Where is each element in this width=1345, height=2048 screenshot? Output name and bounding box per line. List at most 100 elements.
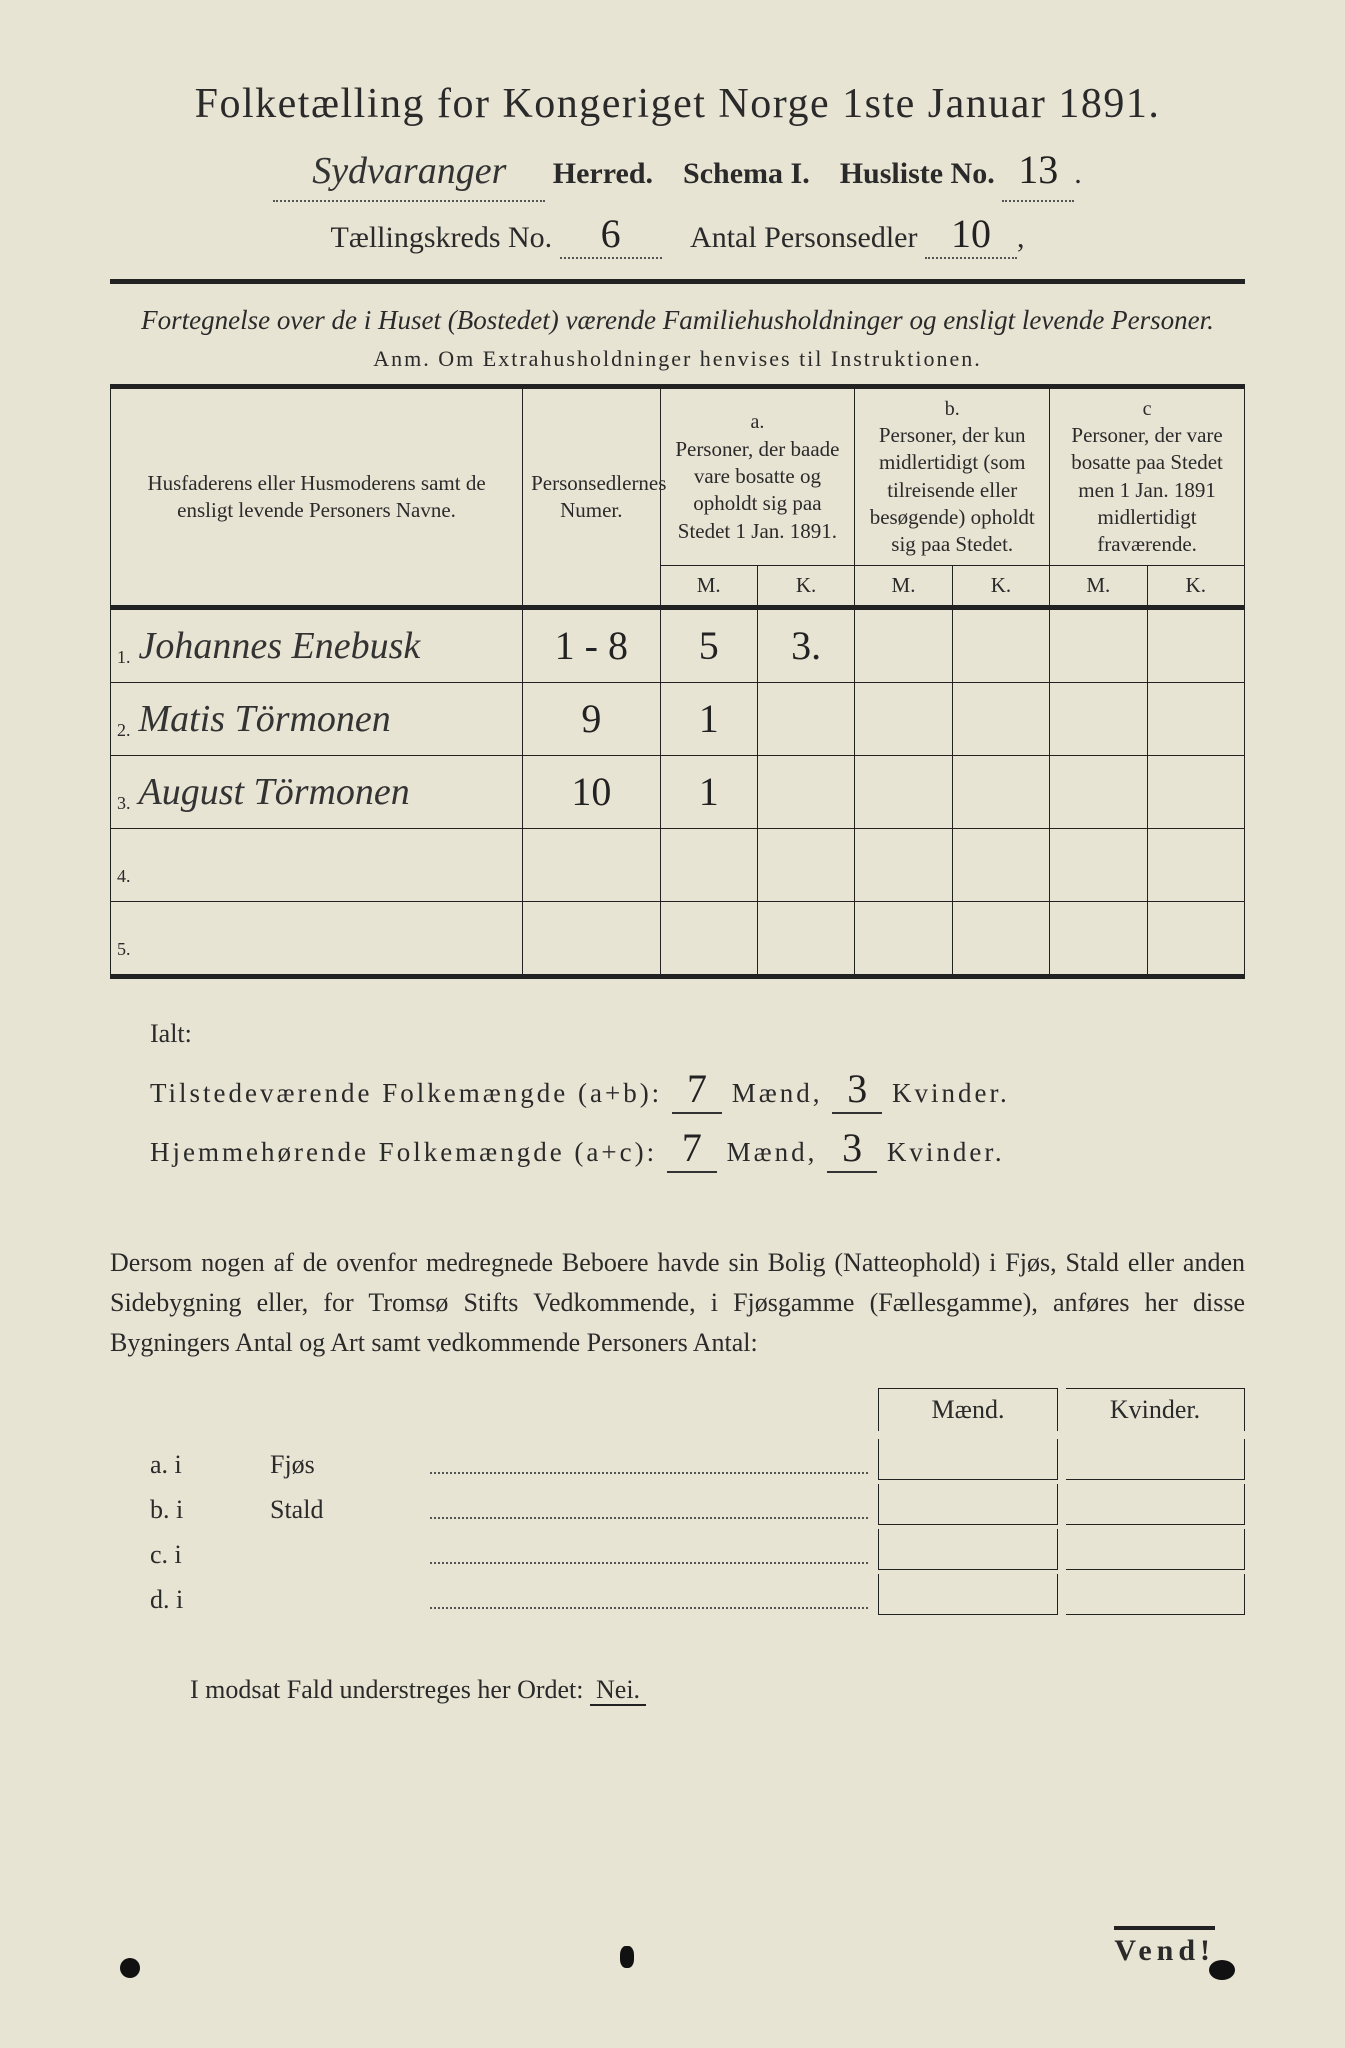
- c-k: K.: [1147, 565, 1244, 607]
- bolig-boxes: [878, 1529, 1245, 1570]
- b-k: K.: [952, 565, 1049, 607]
- col-name-text: Husfaderens eller Husmoderens samt de en…: [147, 471, 485, 522]
- b-m-cell: [855, 755, 952, 828]
- dersom-paragraph: Dersom nogen af de ovenfor medregnede Be…: [110, 1243, 1245, 1364]
- a-k-cell: [757, 828, 854, 901]
- ink-spot: [1209, 1960, 1235, 1980]
- antal-no: 10: [925, 210, 1017, 259]
- kreds-no: 6: [560, 210, 662, 259]
- fortegnelse: Fortegnelse over de i Huset (Bostedet) v…: [110, 302, 1245, 340]
- person-name: Johannes Enebusk: [139, 625, 421, 667]
- main-table: Husfaderens eller Husmoderens samt de en…: [110, 384, 1245, 979]
- c-text: Personer, der vare bosatte paa Stedet me…: [1071, 423, 1223, 556]
- c-m-cell: [1050, 682, 1147, 755]
- c-m-cell: [1050, 828, 1147, 901]
- bolig-k-box: [1066, 1529, 1245, 1570]
- bolig-m-box: [878, 1574, 1058, 1615]
- b-m-cell: [855, 682, 952, 755]
- anm-note: Anm. Om Extrahusholdninger henvises til …: [110, 346, 1245, 372]
- a-letter: a.: [750, 411, 764, 433]
- c-m-cell: [1050, 755, 1147, 828]
- kreds-line: Tællingskreds No. 6 Antal Personsedler 1…: [110, 210, 1245, 259]
- census-form-page: Folketælling for Kongeriget Norge 1ste J…: [0, 0, 1345, 2048]
- name-cell: 3.August Törmonen: [111, 755, 523, 828]
- bolig-row: d. i: [150, 1574, 1245, 1615]
- b-k-cell: [952, 755, 1049, 828]
- bolig-type: Stald: [270, 1495, 420, 1525]
- name-cell: 5.: [111, 901, 523, 976]
- b-k-cell: [952, 901, 1049, 976]
- bolig-letter: b. i: [150, 1495, 270, 1525]
- bolig-m-box: [878, 1529, 1058, 1570]
- bolig-letter: d. i: [150, 1585, 270, 1615]
- row-number: 2.: [117, 720, 139, 740]
- bolig-k-box: [1066, 1439, 1245, 1480]
- c-k-cell: [1147, 828, 1244, 901]
- bolig-maend-head: Mænd.: [878, 1388, 1058, 1431]
- divider: [110, 279, 1245, 284]
- bolig-block: Mænd. Kvinder. a. iFjøsb. iStaldc. i d. i: [150, 1388, 1245, 1615]
- b-m-cell: [855, 828, 952, 901]
- c-k-cell: [1147, 607, 1244, 682]
- c-k-cell: [1147, 755, 1244, 828]
- bolig-letter: a. i: [150, 1450, 270, 1480]
- husliste-label: Husliste No.: [840, 157, 995, 190]
- maend-1: Mænd,: [732, 1078, 823, 1108]
- ink-spot: [620, 1946, 634, 1968]
- bolig-letter: c. i: [150, 1540, 270, 1570]
- sum-line-ab: Tilstedeværende Folkemængde (a+b): 7 Mæn…: [150, 1065, 1245, 1114]
- herred-label: Herred.: [553, 157, 653, 190]
- numer-cell: 9: [523, 682, 660, 755]
- table-row: 2.Matis Törmonen91: [111, 682, 1245, 755]
- kreds-label: Tællingskreds No.: [331, 221, 553, 254]
- col-b-head: b. Personer, der kun midlertidigt (som t…: [855, 386, 1050, 565]
- col-c-head: c Personer, der vare bosatte paa Stedet …: [1050, 386, 1245, 565]
- sum-ac-label: Hjemmehørende Folkemængde (a+c):: [150, 1137, 657, 1167]
- kvinder-1: Kvinder.: [892, 1078, 1010, 1108]
- bolig-boxes: [878, 1484, 1245, 1525]
- a-m-cell: 5: [660, 607, 757, 682]
- bolig-boxes: [878, 1574, 1245, 1615]
- row-number: 5.: [117, 939, 139, 959]
- bolig-kvinder-head: Kvinder.: [1066, 1388, 1245, 1431]
- ialt-label: Ialt:: [150, 1019, 1245, 1049]
- name-cell: 2.Matis Törmonen: [111, 682, 523, 755]
- col-name-head: Husfaderens eller Husmoderens samt de en…: [111, 386, 523, 607]
- a-k-cell: [757, 755, 854, 828]
- sum-ab-m: 7: [672, 1065, 722, 1114]
- b-k-cell: [952, 682, 1049, 755]
- a-m-cell: [660, 901, 757, 976]
- sum-ac-m: 7: [667, 1124, 717, 1173]
- page-title: Folketælling for Kongeriget Norge 1ste J…: [110, 80, 1245, 128]
- bolig-k-box: [1066, 1484, 1245, 1525]
- b-letter: b.: [945, 398, 960, 420]
- numer-cell: [523, 828, 660, 901]
- bolig-type: Fjøs: [270, 1450, 420, 1480]
- a-k-cell: [757, 901, 854, 976]
- row-number: 3.: [117, 793, 139, 813]
- bolig-m-box: [878, 1439, 1058, 1480]
- name-cell: 4.: [111, 828, 523, 901]
- bolig-m-box: [878, 1484, 1058, 1525]
- row-number: 1.: [117, 647, 139, 667]
- sum-ac-k: 3: [827, 1124, 877, 1173]
- c-k-cell: [1147, 901, 1244, 976]
- name-cell: 1.Johannes Enebusk: [111, 607, 523, 682]
- b-k-cell: [952, 828, 1049, 901]
- modsat-text: I modsat Fald understreges her Ordet:: [190, 1675, 584, 1704]
- col-numer-head: Personsedlernes Numer.: [523, 386, 660, 607]
- dotted-line: [430, 1491, 868, 1519]
- b-m: M.: [855, 565, 952, 607]
- antal-label: Antal Personsedler: [690, 221, 917, 254]
- c-k-cell: [1147, 682, 1244, 755]
- sum-ab-k: 3: [832, 1065, 882, 1114]
- b-m-cell: [855, 607, 952, 682]
- b-text: Personer, der kun midlertidigt (som tilr…: [870, 423, 1035, 556]
- a-m-cell: [660, 828, 757, 901]
- a-k: K.: [757, 565, 854, 607]
- vend-label: Vend!: [1114, 1926, 1215, 1968]
- herred-line: Sydvaranger Herred. Schema I. Husliste N…: [110, 140, 1245, 202]
- kvinder-2: Kvinder.: [887, 1137, 1005, 1167]
- row-number: 4.: [117, 866, 139, 886]
- c-letter: c: [1143, 398, 1152, 420]
